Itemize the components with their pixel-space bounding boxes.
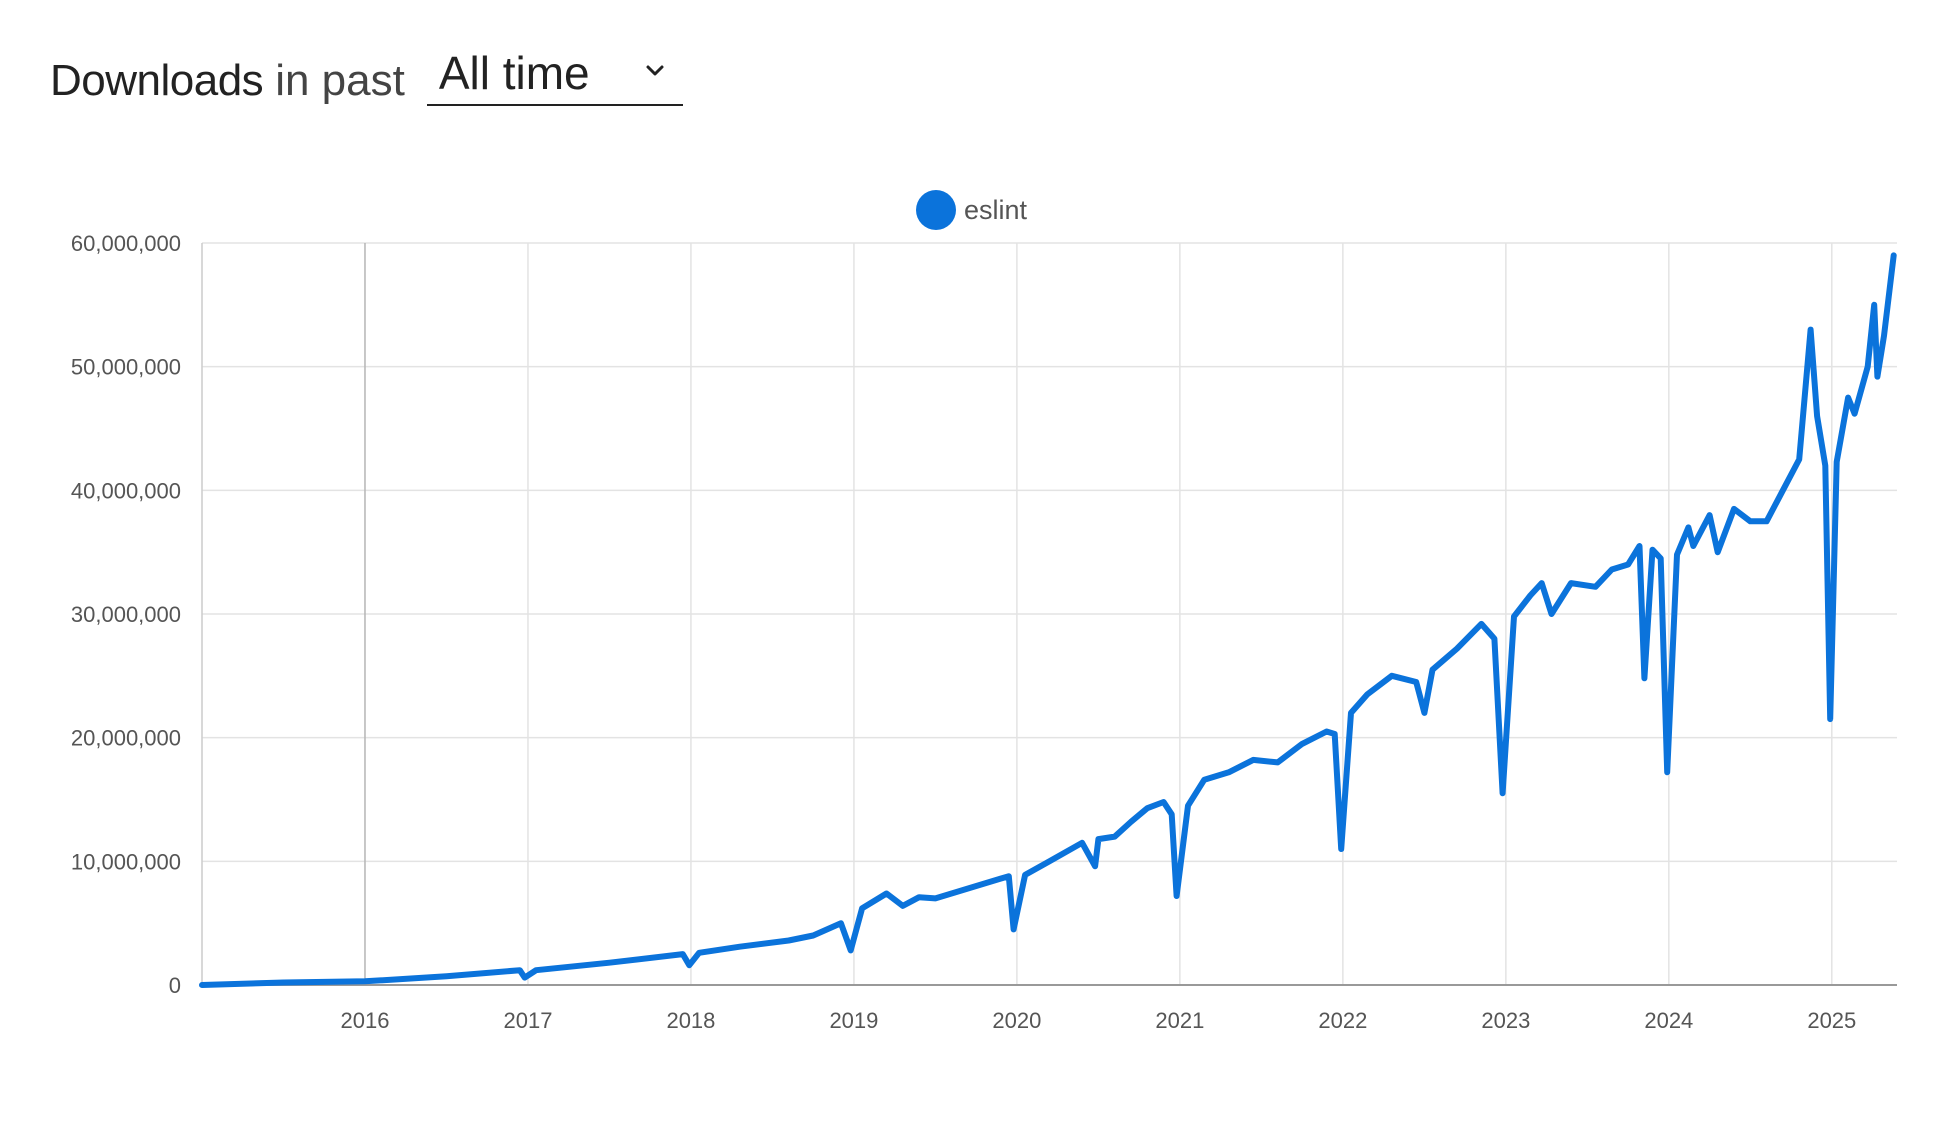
x-tick-label: 2018 — [666, 1008, 715, 1033]
legend[interactable]: eslint — [916, 190, 1028, 230]
y-tick-label: 40,000,000 — [71, 478, 181, 503]
legend-marker-icon — [916, 190, 956, 230]
chevron-down-icon — [646, 65, 664, 76]
y-tick-label: 0 — [169, 973, 181, 998]
y-tick-label: 30,000,000 — [71, 602, 181, 627]
x-tick-label: 2016 — [341, 1008, 390, 1033]
period-select[interactable]: All time — [426, 40, 683, 106]
page-title-suffix: in past — [275, 56, 405, 105]
y-tick-label: 20,000,000 — [71, 726, 181, 751]
y-tick-labels: 0 10,000,000 20,000,000 30,000,000 40,000,00… — [71, 231, 181, 998]
x-tick-label: 2021 — [1155, 1008, 1204, 1033]
page-title: Downloads — [50, 56, 264, 105]
header: Downloads in past All time — [50, 40, 683, 106]
series-line-eslint — [199, 252, 1897, 988]
x-tick-label: 2019 — [829, 1008, 878, 1033]
series-layer — [199, 252, 1897, 988]
y-tick-label: 50,000,000 — [71, 355, 181, 380]
x-tick-label: 2020 — [992, 1008, 1041, 1033]
x-tick-labels: 2016 2017 2018 2019 2020 2021 2022 2023 2024 2025 — [341, 1008, 1857, 1033]
x-tick-label: 2024 — [1644, 1008, 1693, 1033]
axes — [201, 243, 1897, 986]
legend-label-eslint: eslint — [964, 195, 1028, 225]
x-tick-label: 2025 — [1807, 1008, 1856, 1033]
period-select-value: All time — [438, 47, 590, 99]
x-tick-label: 2022 — [1318, 1008, 1367, 1033]
x-tick-label: 2023 — [1481, 1008, 1530, 1033]
y-tick-label: 60,000,000 — [71, 231, 181, 256]
y-tick-label: 10,000,000 — [71, 849, 181, 874]
x-tick-label: 2017 — [503, 1008, 552, 1033]
